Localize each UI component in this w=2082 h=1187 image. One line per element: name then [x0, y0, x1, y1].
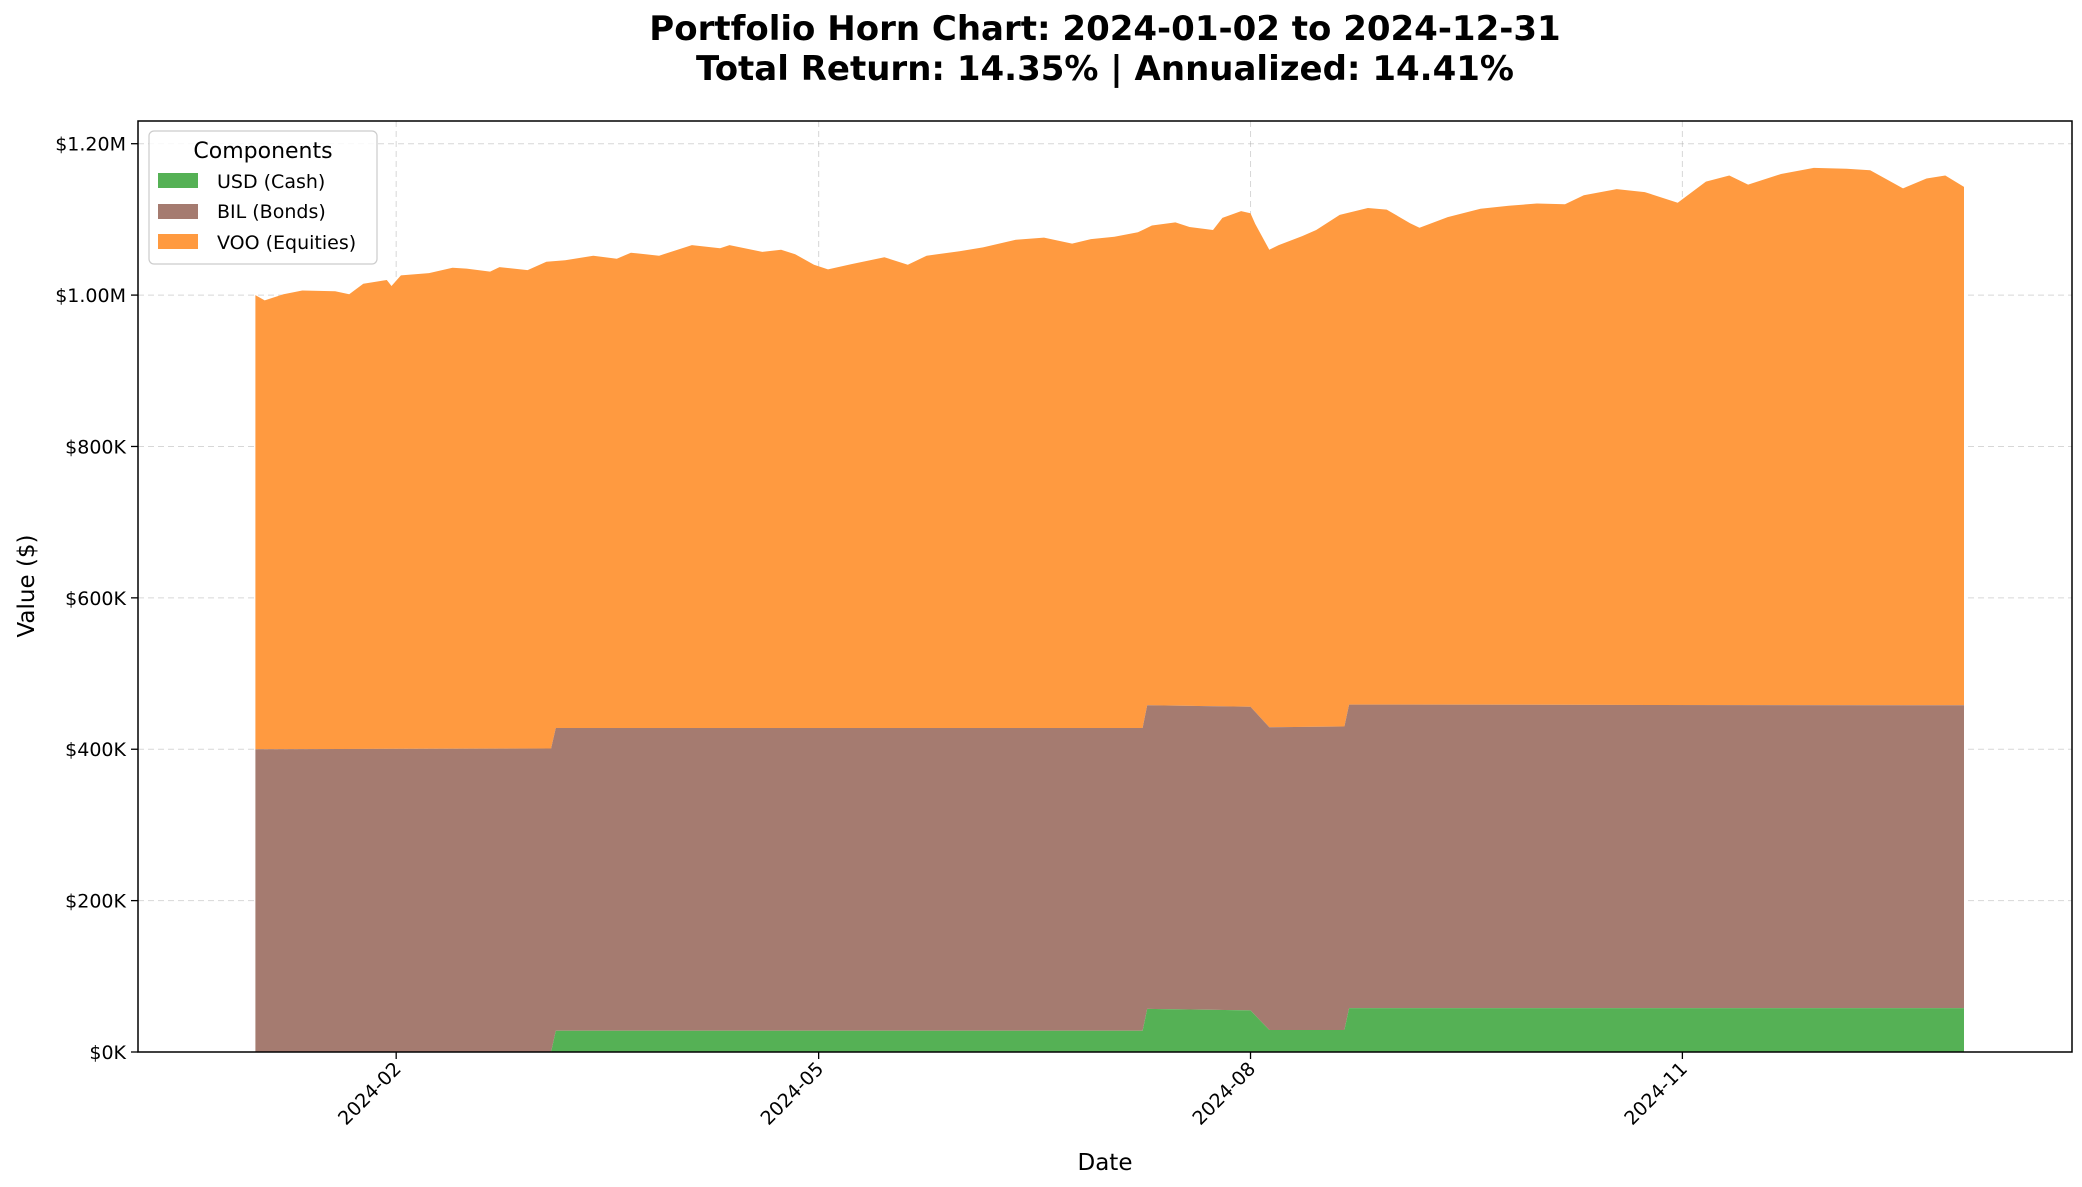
stacked-areas — [255, 167, 1964, 1052]
area-bil-bonds — [255, 704, 1964, 1052]
plot-frame — [137, 120, 2073, 1053]
x-axis-label: Date — [1078, 1150, 1133, 1176]
legend-box — [148, 130, 378, 265]
legend-label-bil: BIL (Bonds) — [217, 201, 326, 223]
legend-title: Components — [193, 139, 332, 164]
y-axis-label: Value ($) — [14, 534, 40, 637]
chart-title-line-2: Total Return: 14.35% | Annualized: 14.41… — [696, 49, 1514, 89]
legend-label-usd: USD (Cash) — [217, 171, 325, 193]
y-tick-label: $200K — [65, 891, 126, 913]
y-tick-label: $600K — [65, 588, 126, 610]
chart-title-line-1: Portfolio Horn Chart: 2024-01-02 to 2024… — [649, 9, 1560, 49]
legend: Components USD (Cash) BIL (Bonds) VOO (E… — [148, 130, 378, 265]
area-voo-equities — [255, 167, 1964, 750]
y-tick-label: $800K — [65, 436, 126, 458]
legend-swatch-usd — [158, 173, 198, 188]
y-tick-label: $0K — [89, 1042, 126, 1064]
y-tick-label: $400K — [65, 739, 126, 761]
area-usd-cash — [255, 1008, 1964, 1052]
legend-swatch-voo — [158, 234, 198, 249]
y-tick-label: $1.20M — [55, 134, 126, 156]
legend-label-voo: VOO (Equities) — [217, 232, 356, 254]
legend-swatch-bil — [158, 204, 198, 219]
y-tick-label: $1.00M — [55, 285, 126, 307]
